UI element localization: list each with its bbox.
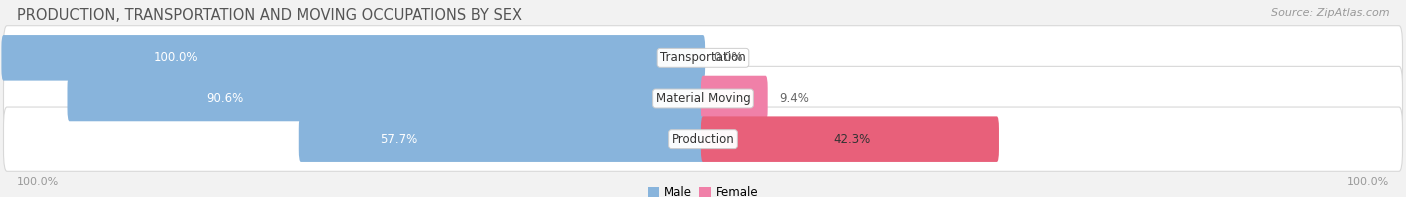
FancyBboxPatch shape [702,116,998,162]
Text: 42.3%: 42.3% [834,133,870,146]
Text: 9.4%: 9.4% [780,92,810,105]
Text: 100.0%: 100.0% [1347,177,1389,187]
Text: Transportation: Transportation [661,51,745,64]
Text: 57.7%: 57.7% [380,133,418,146]
Text: 100.0%: 100.0% [153,51,198,64]
Text: PRODUCTION, TRANSPORTATION AND MOVING OCCUPATIONS BY SEX: PRODUCTION, TRANSPORTATION AND MOVING OC… [17,8,522,23]
Text: Production: Production [672,133,734,146]
FancyBboxPatch shape [1,35,706,81]
FancyBboxPatch shape [3,26,1403,90]
Text: Material Moving: Material Moving [655,92,751,105]
Text: 0.0%: 0.0% [714,51,744,64]
FancyBboxPatch shape [299,116,706,162]
Text: Source: ZipAtlas.com: Source: ZipAtlas.com [1271,8,1389,18]
Legend: Male, Female: Male, Female [643,181,763,197]
FancyBboxPatch shape [702,76,768,121]
FancyBboxPatch shape [3,66,1403,131]
Text: 100.0%: 100.0% [17,177,59,187]
Text: 90.6%: 90.6% [207,92,243,105]
FancyBboxPatch shape [3,107,1403,171]
FancyBboxPatch shape [67,76,706,121]
